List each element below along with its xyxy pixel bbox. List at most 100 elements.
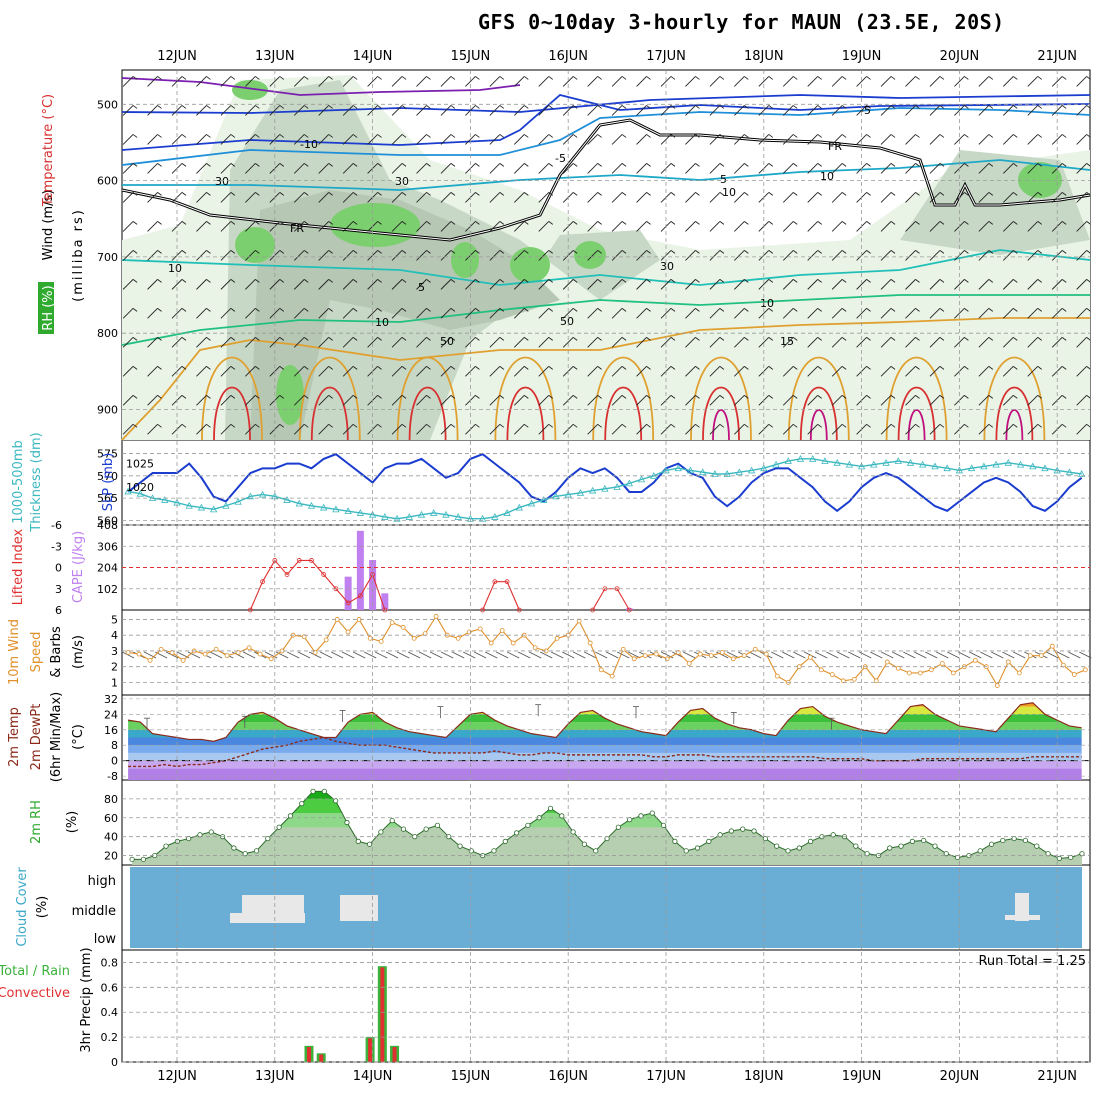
wind-barb bbox=[734, 366, 745, 377]
thickness-marker bbox=[515, 503, 523, 511]
rh-point bbox=[807, 838, 814, 844]
wind-barb bbox=[611, 105, 623, 116]
date-label-top: 15JUN bbox=[451, 49, 491, 64]
wind-barb bbox=[807, 221, 819, 232]
wind-barb bbox=[660, 105, 672, 116]
wind-barb-flag bbox=[377, 105, 382, 109]
isotherm-label: 5 bbox=[418, 281, 425, 294]
wind-speed-point bbox=[477, 626, 483, 632]
ylabel-thickness-1: 1000-500mb bbox=[11, 440, 26, 524]
wind-barb bbox=[1046, 651, 1059, 659]
wind-barb-flag bbox=[768, 76, 774, 80]
wind-barb bbox=[587, 337, 598, 348]
wind-barb-flag bbox=[597, 394, 602, 399]
thickness-marker bbox=[478, 514, 487, 522]
isotherm-label: 10 bbox=[375, 316, 389, 329]
wind-barb bbox=[286, 651, 300, 659]
wind-speed-point bbox=[895, 665, 901, 671]
wind-speed-point bbox=[224, 653, 230, 659]
wind-barb-flag bbox=[206, 192, 211, 196]
wind-barb-flag bbox=[572, 134, 578, 138]
wind-barb bbox=[880, 105, 892, 116]
wind-barb-flag bbox=[915, 279, 920, 283]
wind-barb-flag bbox=[450, 192, 456, 196]
lifted-index-tick-label: -3 bbox=[51, 540, 62, 553]
wind-barb-flag bbox=[768, 250, 774, 254]
wind-speed-point bbox=[389, 620, 395, 625]
wind-barb bbox=[342, 163, 354, 174]
wind-barb bbox=[474, 651, 487, 659]
temp-tick-label: 24 bbox=[104, 708, 118, 721]
wind-barb-flag bbox=[548, 250, 554, 254]
wind-barb bbox=[171, 134, 183, 145]
wind-barb bbox=[122, 308, 134, 319]
wind-barb-flag bbox=[744, 250, 749, 254]
wind-barb-flag bbox=[646, 423, 651, 428]
wind-barb-flag bbox=[328, 105, 333, 109]
wind-barb bbox=[367, 105, 378, 116]
wind-barb bbox=[978, 163, 990, 174]
surface-isotherm bbox=[995, 386, 1034, 441]
wind-barb bbox=[683, 651, 696, 659]
rh-point bbox=[400, 826, 407, 832]
thickness-marker bbox=[1041, 464, 1049, 472]
wind-barb bbox=[318, 337, 330, 348]
wind-barb bbox=[122, 105, 134, 116]
wind-barb bbox=[122, 134, 134, 145]
temp-tick-label: 16 bbox=[104, 724, 118, 737]
wind-barb-flag bbox=[206, 76, 211, 80]
wind-barb-flag bbox=[866, 134, 871, 138]
wind-barb bbox=[220, 424, 232, 435]
wind-barb bbox=[929, 134, 941, 145]
wind-barb-flag bbox=[132, 76, 138, 80]
wind-barb-flag bbox=[206, 250, 211, 254]
wind-barb-flag bbox=[132, 105, 138, 109]
rh-point bbox=[355, 838, 361, 844]
wind-barb bbox=[489, 337, 501, 348]
freezing-level-label: FR bbox=[828, 140, 842, 153]
rh-point bbox=[728, 828, 735, 834]
wind-barb bbox=[147, 308, 158, 319]
thickness-marker bbox=[356, 509, 365, 516]
wind-speed-point bbox=[730, 656, 736, 662]
wind-barb-flag bbox=[230, 279, 236, 283]
wind-barb-flag bbox=[817, 394, 822, 399]
surface-isotherm bbox=[897, 386, 936, 441]
wind-barb-flag bbox=[866, 192, 871, 196]
wind-barb bbox=[513, 192, 525, 203]
wind-barb-flag bbox=[450, 76, 456, 80]
ylabel-rh2m-unit: (%) bbox=[65, 811, 80, 834]
wind-barb bbox=[611, 308, 623, 319]
wind-barb-flag bbox=[792, 76, 798, 80]
wind-barb bbox=[293, 366, 305, 377]
surface-isotherm bbox=[298, 356, 361, 441]
wind-barb bbox=[416, 279, 427, 290]
wind-barb bbox=[978, 192, 990, 203]
wind-barb-flag bbox=[915, 423, 920, 428]
thickness-marker bbox=[931, 462, 939, 470]
wind-barb bbox=[929, 395, 941, 406]
wind-barb bbox=[587, 279, 598, 290]
wind-barb bbox=[636, 250, 647, 261]
wind-barb-flag bbox=[303, 163, 309, 167]
wind-barb-flag bbox=[572, 221, 578, 225]
wind-barb-flag bbox=[866, 308, 871, 312]
wind-speed-point bbox=[873, 678, 879, 684]
wind-barb bbox=[245, 134, 256, 145]
wind-barb bbox=[880, 163, 892, 174]
cape-tick-label: 204 bbox=[97, 562, 118, 575]
wind-barb bbox=[954, 308, 965, 319]
wind-barb bbox=[374, 651, 388, 659]
rh-point bbox=[299, 801, 305, 807]
wind-barb-flag bbox=[646, 192, 651, 196]
date-label-bottom: 18JUN bbox=[744, 1069, 784, 1084]
precip-tick-label: 0 bbox=[111, 1056, 118, 1069]
wind-barb-flag bbox=[890, 365, 896, 370]
lifted-index-point bbox=[357, 593, 363, 599]
ylabel-wind-1: 10m Wind bbox=[7, 619, 22, 685]
wind-barb bbox=[905, 395, 916, 406]
wind-speed-point bbox=[840, 678, 846, 684]
wind-barb-flag bbox=[377, 423, 382, 428]
wind-barb bbox=[489, 221, 501, 232]
wind-barb-flag bbox=[695, 221, 700, 225]
